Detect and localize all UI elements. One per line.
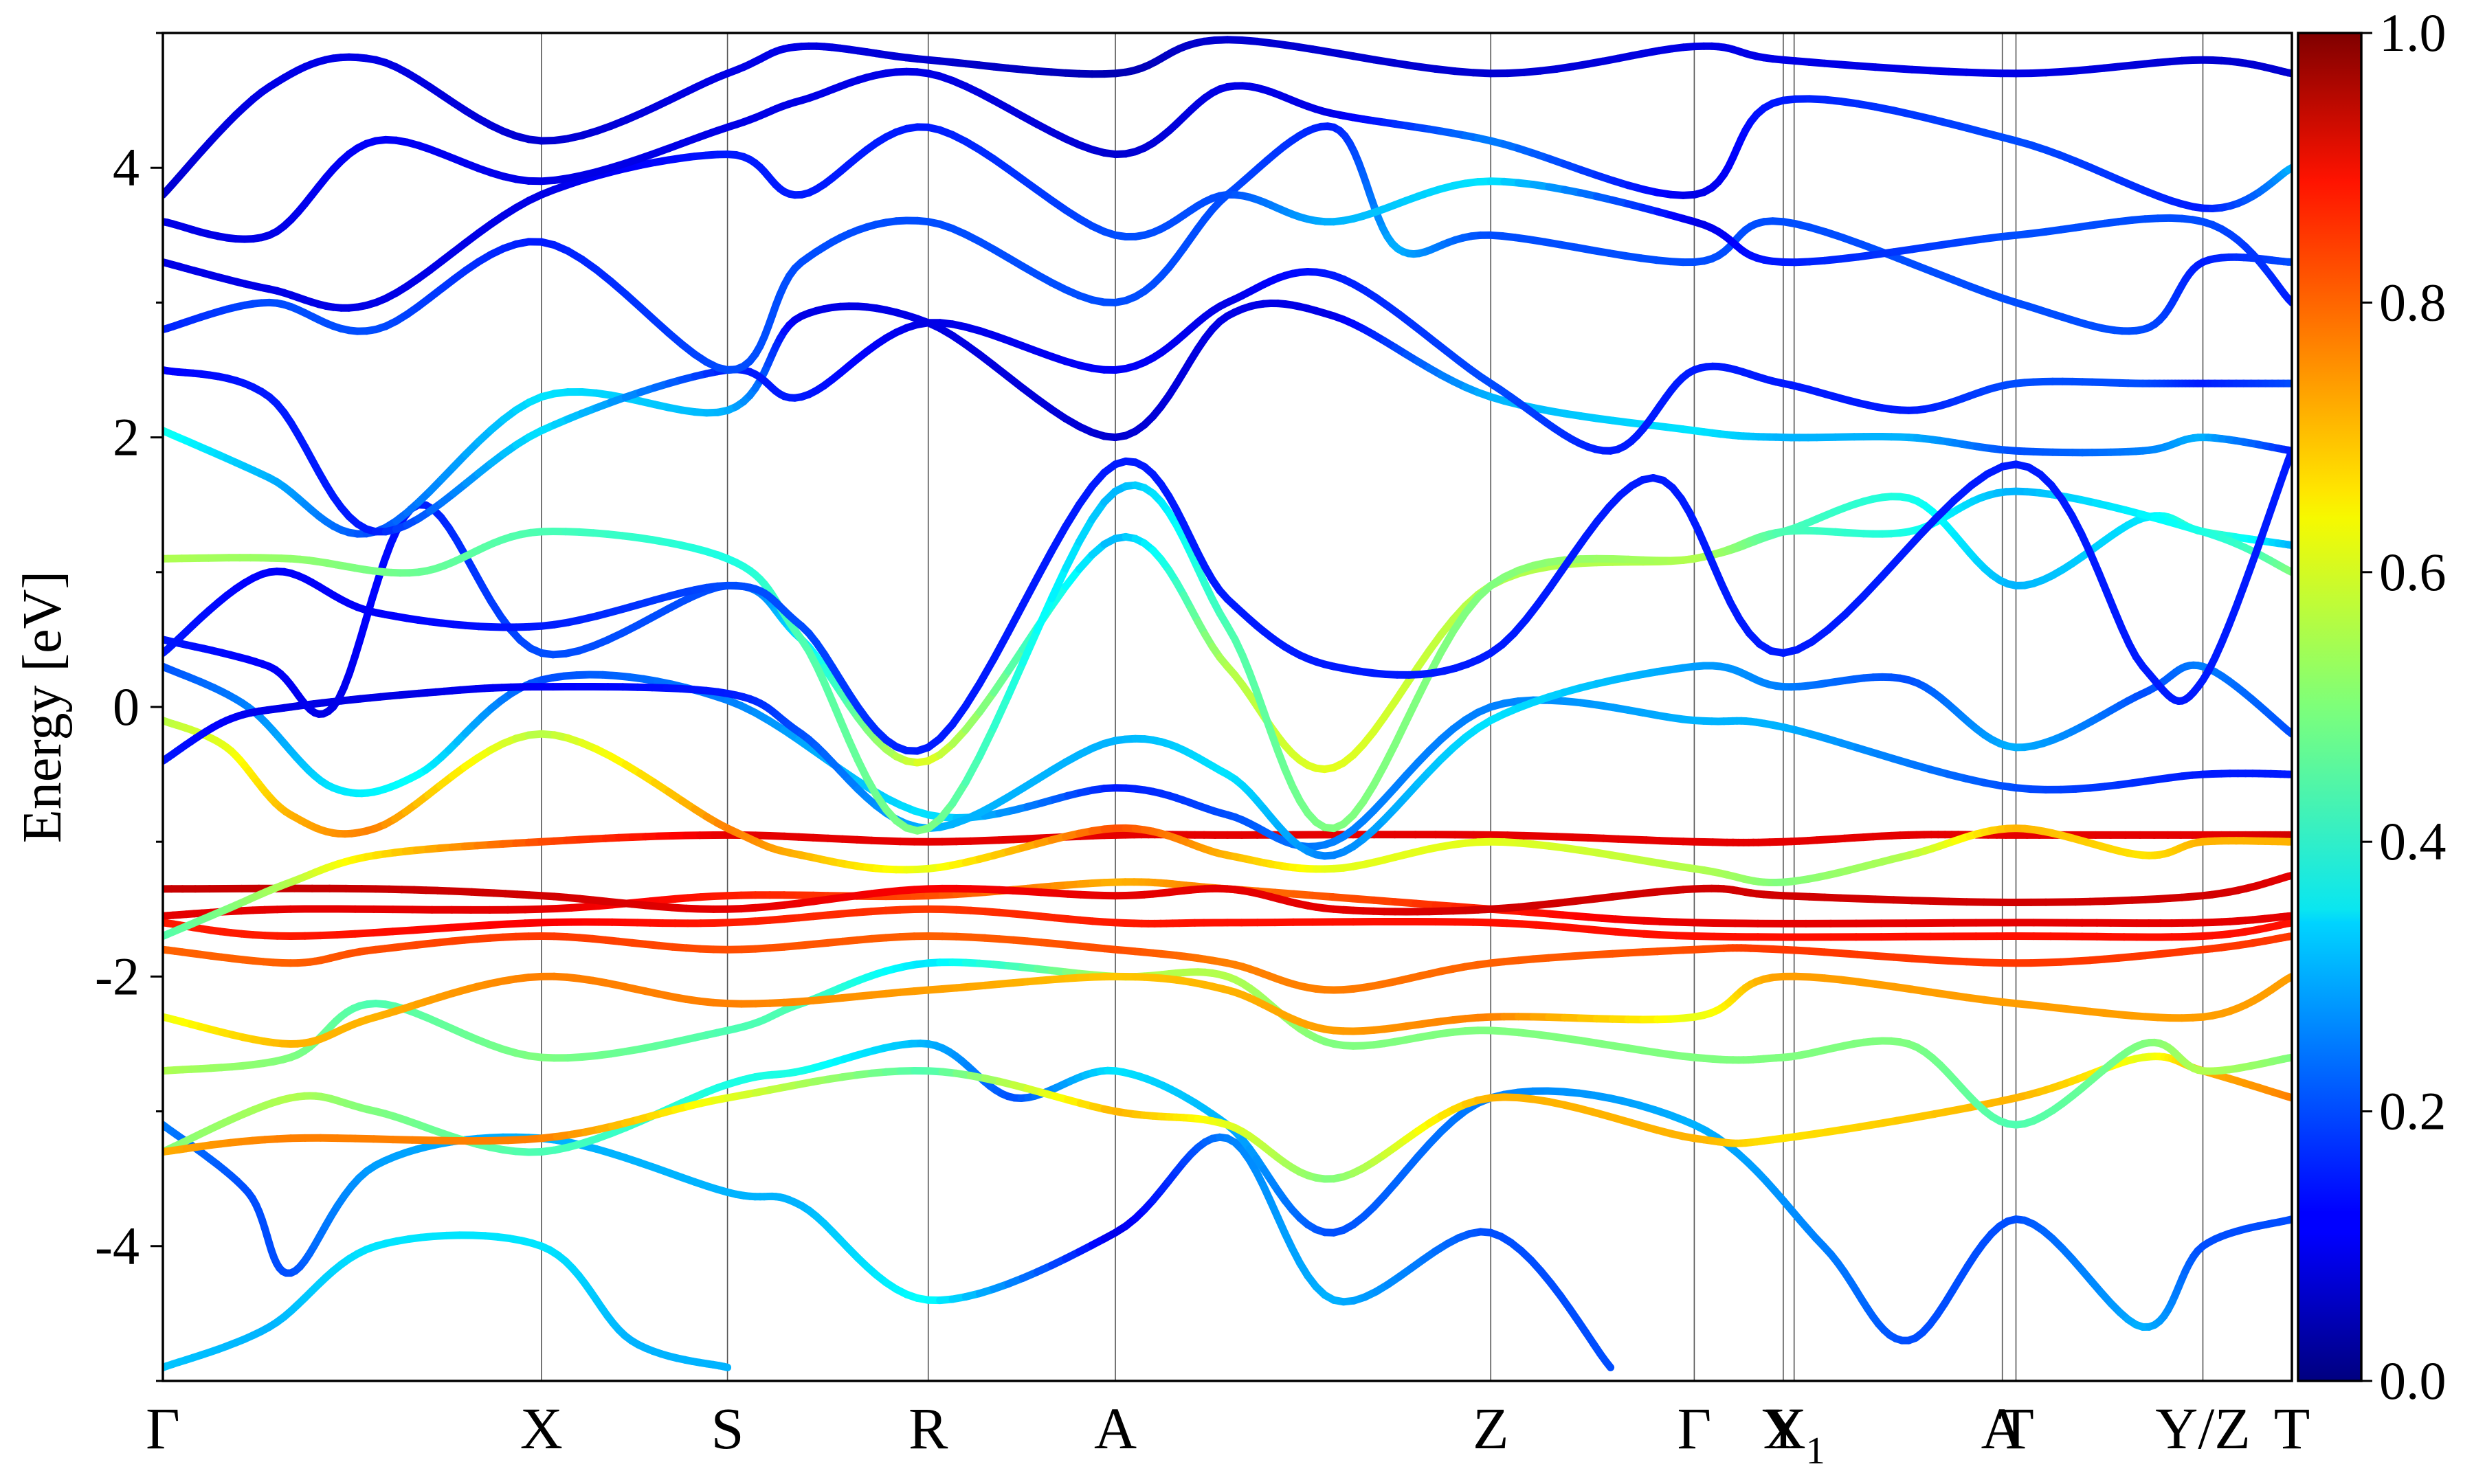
band-20 bbox=[163, 123, 2292, 312]
band-1-segment bbox=[1602, 1358, 1615, 1371]
hs-label-0: Γ bbox=[146, 1395, 180, 1461]
band-1 bbox=[163, 1121, 1615, 1371]
band-10 bbox=[163, 831, 2292, 940]
band-18 bbox=[163, 268, 2292, 536]
band-15-segment bbox=[1075, 515, 1096, 546]
band-16-segment bbox=[1877, 553, 1904, 581]
y-tick-label-0: 4 bbox=[113, 137, 140, 197]
band-lines bbox=[163, 36, 2292, 1371]
hs-label-1: X bbox=[520, 1395, 563, 1461]
band-16-segment bbox=[1018, 574, 1041, 609]
hs-label-10: T bbox=[1998, 1395, 2034, 1461]
band-4 bbox=[163, 958, 2292, 1129]
band-16-segment bbox=[1896, 533, 1922, 561]
band-19 bbox=[163, 122, 2292, 374]
band-16-segment bbox=[961, 679, 983, 710]
band-16 bbox=[163, 447, 2292, 755]
band-14-segment bbox=[990, 667, 1012, 697]
band-16-segment bbox=[1033, 547, 1056, 582]
band-15-segment bbox=[961, 752, 983, 787]
band-15-segment bbox=[1402, 694, 1422, 726]
y-axis-label: Energy [eV] bbox=[12, 571, 73, 843]
band-16-segment bbox=[1859, 573, 1886, 600]
colorbar-tick-label-0: 1.0 bbox=[2379, 3, 2447, 63]
band-16-segment bbox=[1004, 601, 1027, 636]
y-tick-label-1: 2 bbox=[113, 407, 140, 467]
hs-label-2: S bbox=[711, 1395, 744, 1461]
hs-label-6: Γ bbox=[1678, 1395, 1712, 1461]
hs-label-4: A bbox=[1094, 1395, 1137, 1461]
band-11 bbox=[163, 717, 2292, 886]
y-tick-label-3: -2 bbox=[95, 946, 140, 1006]
y-tick-label-2: 0 bbox=[113, 677, 140, 737]
y-axis-ticks: 4 2 0 -2 -4 bbox=[95, 32, 163, 1382]
band-16-segment bbox=[990, 629, 1012, 663]
band-3 bbox=[163, 1053, 2292, 1183]
colorbar-tick-label-3: 0.4 bbox=[2379, 811, 2447, 871]
band-15-segment bbox=[975, 723, 998, 761]
band-15-segment bbox=[1062, 538, 1083, 572]
band-16-segment bbox=[975, 655, 998, 688]
colorbar-tick-label-2: 0.6 bbox=[2379, 542, 2447, 602]
hs-label-5: Z bbox=[1473, 1395, 1509, 1461]
hs-label-3: R bbox=[909, 1395, 948, 1461]
colorbar-tick-label-1: 0.8 bbox=[2379, 272, 2447, 332]
hs-label-8: X1 bbox=[1763, 1395, 1825, 1472]
high-symmetry-labels: Γ X S R A Z Γ YX1 AT Y/Z T bbox=[146, 1395, 2310, 1472]
hs-label-11: Y/Z bbox=[2155, 1395, 2251, 1461]
band-15-segment bbox=[990, 692, 1012, 732]
hs-label-12: T bbox=[2274, 1395, 2310, 1461]
band-5 bbox=[163, 972, 2292, 1048]
band-6 bbox=[163, 932, 2292, 994]
band-2 bbox=[163, 1039, 2292, 1345]
band-15-segment bbox=[1391, 717, 1410, 748]
band-16-segment bbox=[1047, 522, 1070, 555]
band-7 bbox=[163, 905, 2292, 941]
band-21 bbox=[163, 67, 2292, 243]
colorbar-tick-label-5: 0.0 bbox=[2379, 1351, 2447, 1410]
band-13 bbox=[163, 661, 2292, 860]
y-tick-label-4: -4 bbox=[95, 1216, 140, 1276]
colorbar bbox=[2297, 32, 2363, 1382]
colorbar-tick-label-4: 0.2 bbox=[2379, 1081, 2447, 1141]
plot-frame bbox=[161, 32, 2293, 1382]
colorbar-ticks: 1.0 0.8 0.6 0.4 0.2 0.0 bbox=[2361, 3, 2447, 1410]
band-16-segment bbox=[1062, 501, 1083, 530]
band-0 bbox=[163, 1231, 732, 1371]
